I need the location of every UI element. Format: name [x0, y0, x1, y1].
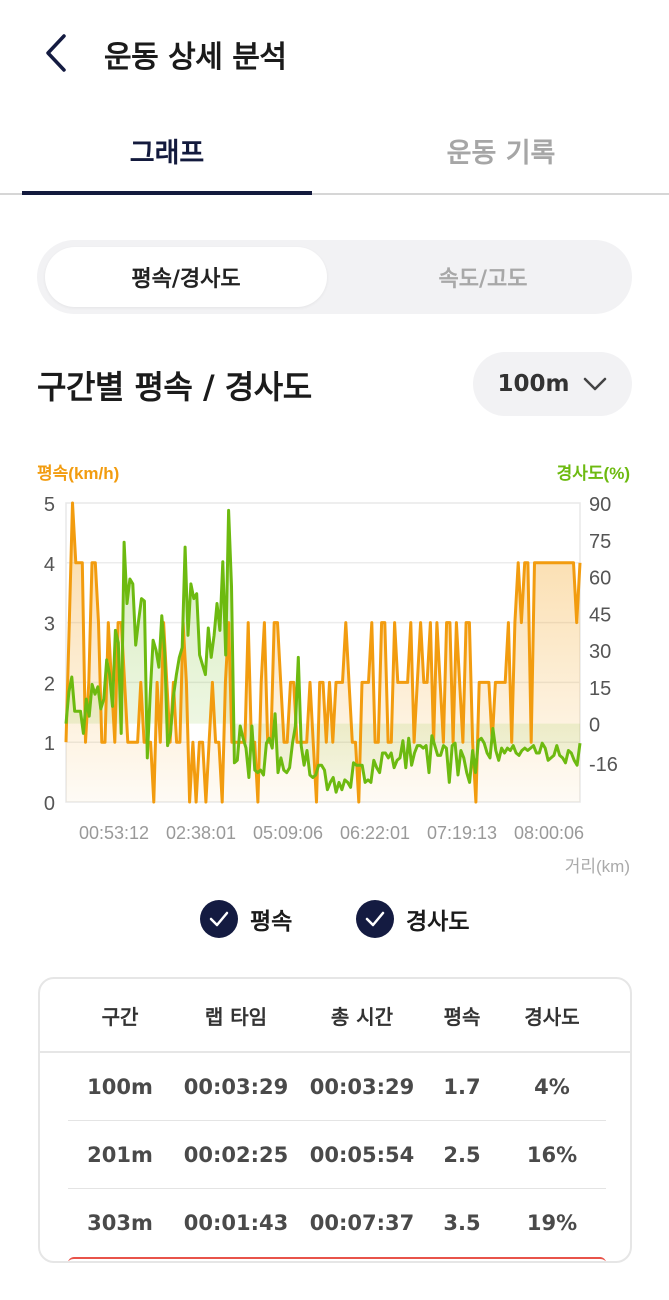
table-cell: 100m	[87, 1075, 153, 1099]
segment-speed-altitude[interactable]: 속도/고도	[438, 267, 528, 292]
left-tick-label: 3	[44, 614, 55, 636]
interval-dropdown[interactable]: 100m	[473, 352, 632, 416]
right-tick-label: 45	[589, 604, 611, 626]
right-tick-label: 75	[589, 531, 611, 553]
x-tick-label: 00:53:12	[79, 823, 149, 843]
right-tick-label: -16	[589, 754, 618, 776]
x-tick-label: 05:09:06	[253, 823, 323, 843]
table-cell: 00:03:29	[183, 1075, 289, 1099]
chevron-down-icon	[584, 377, 607, 391]
left-tick-label: 0	[44, 793, 55, 815]
table-cell: 2.5	[443, 1143, 481, 1167]
x-tick-label: 06:22:01	[340, 823, 410, 843]
row-divider	[68, 1187, 606, 1189]
segment-speed-slope[interactable]: 평속/경사도	[45, 247, 327, 307]
table-cell: 00:07:37	[309, 1211, 415, 1235]
column-header: 총 시간	[330, 1004, 394, 1029]
interval-value: 100m	[497, 371, 570, 397]
table-cell: 00:01:43	[183, 1211, 289, 1235]
lap-table: 구간 랩 타임 총 시간 평속 경사도 100m 00:03:29 00:03:…	[38, 977, 632, 1263]
slope-line	[64, 508, 582, 794]
x-axis-title: 거리(km)	[565, 857, 630, 876]
right-tick-label: 30	[589, 641, 611, 663]
check-circle-icon	[356, 900, 394, 938]
table-cell: 4%	[534, 1075, 570, 1099]
table-row[interactable]: 303m 00:01:43 00:07:37 3.5 19%	[40, 1189, 630, 1257]
right-tick-label: 60	[589, 568, 611, 590]
chart-legend: 평속 경사도	[0, 897, 669, 941]
table-row[interactable]: 201m 00:02:25 00:05:54 2.5 16%	[40, 1121, 630, 1189]
left-tick-label: 1	[44, 733, 55, 755]
legend-toggle-speed[interactable]: 평속	[200, 897, 292, 941]
chevron-left-icon	[46, 34, 66, 72]
table-cell: 16%	[526, 1143, 578, 1167]
left-tick-label: 4	[44, 554, 55, 576]
speed-slope-chart: 0 1 2 3 4 5 -16 0 15 30 45 60 75 90 00:53:12 02:38:01 05…	[0, 450, 669, 890]
tab-workout-record[interactable]: 운동 기록	[446, 137, 556, 169]
left-axis-title: 평속(km/h)	[37, 464, 119, 483]
table-cell: 201m	[87, 1143, 153, 1167]
right-axis-title: 경사도(%)	[557, 464, 630, 483]
right-tick-label: 15	[589, 678, 611, 700]
table-header: 구간 랩 타임 총 시간 평속 경사도	[40, 979, 630, 1053]
left-tick-label: 2	[44, 673, 55, 695]
check-circle-icon	[200, 900, 238, 938]
table-cell: 303m	[87, 1211, 153, 1235]
table-cell: 00:05:54	[309, 1143, 415, 1167]
chart-areas	[66, 503, 580, 802]
column-header: 랩 타임	[204, 1004, 268, 1029]
app-header: 운동 상세 분석	[0, 0, 669, 105]
legend-label-slope: 경사도	[406, 909, 470, 935]
tab-bar: 그래프 운동 기록	[0, 105, 669, 195]
column-header: 구간	[101, 1004, 139, 1029]
table-cell: 00:02:25	[183, 1143, 289, 1167]
speed-line	[64, 501, 582, 804]
x-tick-label: 02:38:01	[166, 823, 236, 843]
x-tick-label: 08:00:06	[514, 823, 584, 843]
chart-lines	[64, 501, 582, 804]
active-tab-indicator	[22, 191, 312, 195]
legend-label-speed: 평속	[250, 909, 293, 935]
x-tick-label: 07:19:13	[427, 823, 497, 843]
section-title: 구간별 평속 / 경사도	[37, 368, 312, 406]
right-tick-label: 0	[589, 715, 600, 737]
page-title: 운동 상세 분석	[104, 40, 287, 75]
right-tick-label: 90	[589, 494, 611, 516]
table-cell: 3.5	[443, 1211, 481, 1235]
column-header: 경사도	[524, 1004, 580, 1029]
left-tick-label: 5	[44, 494, 55, 516]
slope-area	[66, 510, 580, 793]
selected-row-indicator	[68, 1257, 606, 1261]
tab-graph[interactable]: 그래프	[129, 137, 205, 169]
table-cell: 19%	[526, 1211, 578, 1235]
metric-segment-control: 평속/경사도 속도/고도	[37, 240, 632, 314]
table-row[interactable]: 100m 00:03:29 00:03:29 1.7 4%	[40, 1053, 630, 1121]
back-button[interactable]	[34, 28, 78, 78]
legend-toggle-slope[interactable]: 경사도	[356, 897, 469, 941]
row-divider	[68, 1119, 606, 1121]
column-header: 평속	[443, 1004, 481, 1029]
table-cell: 00:03:29	[309, 1075, 415, 1099]
table-cell: 1.7	[443, 1075, 481, 1099]
